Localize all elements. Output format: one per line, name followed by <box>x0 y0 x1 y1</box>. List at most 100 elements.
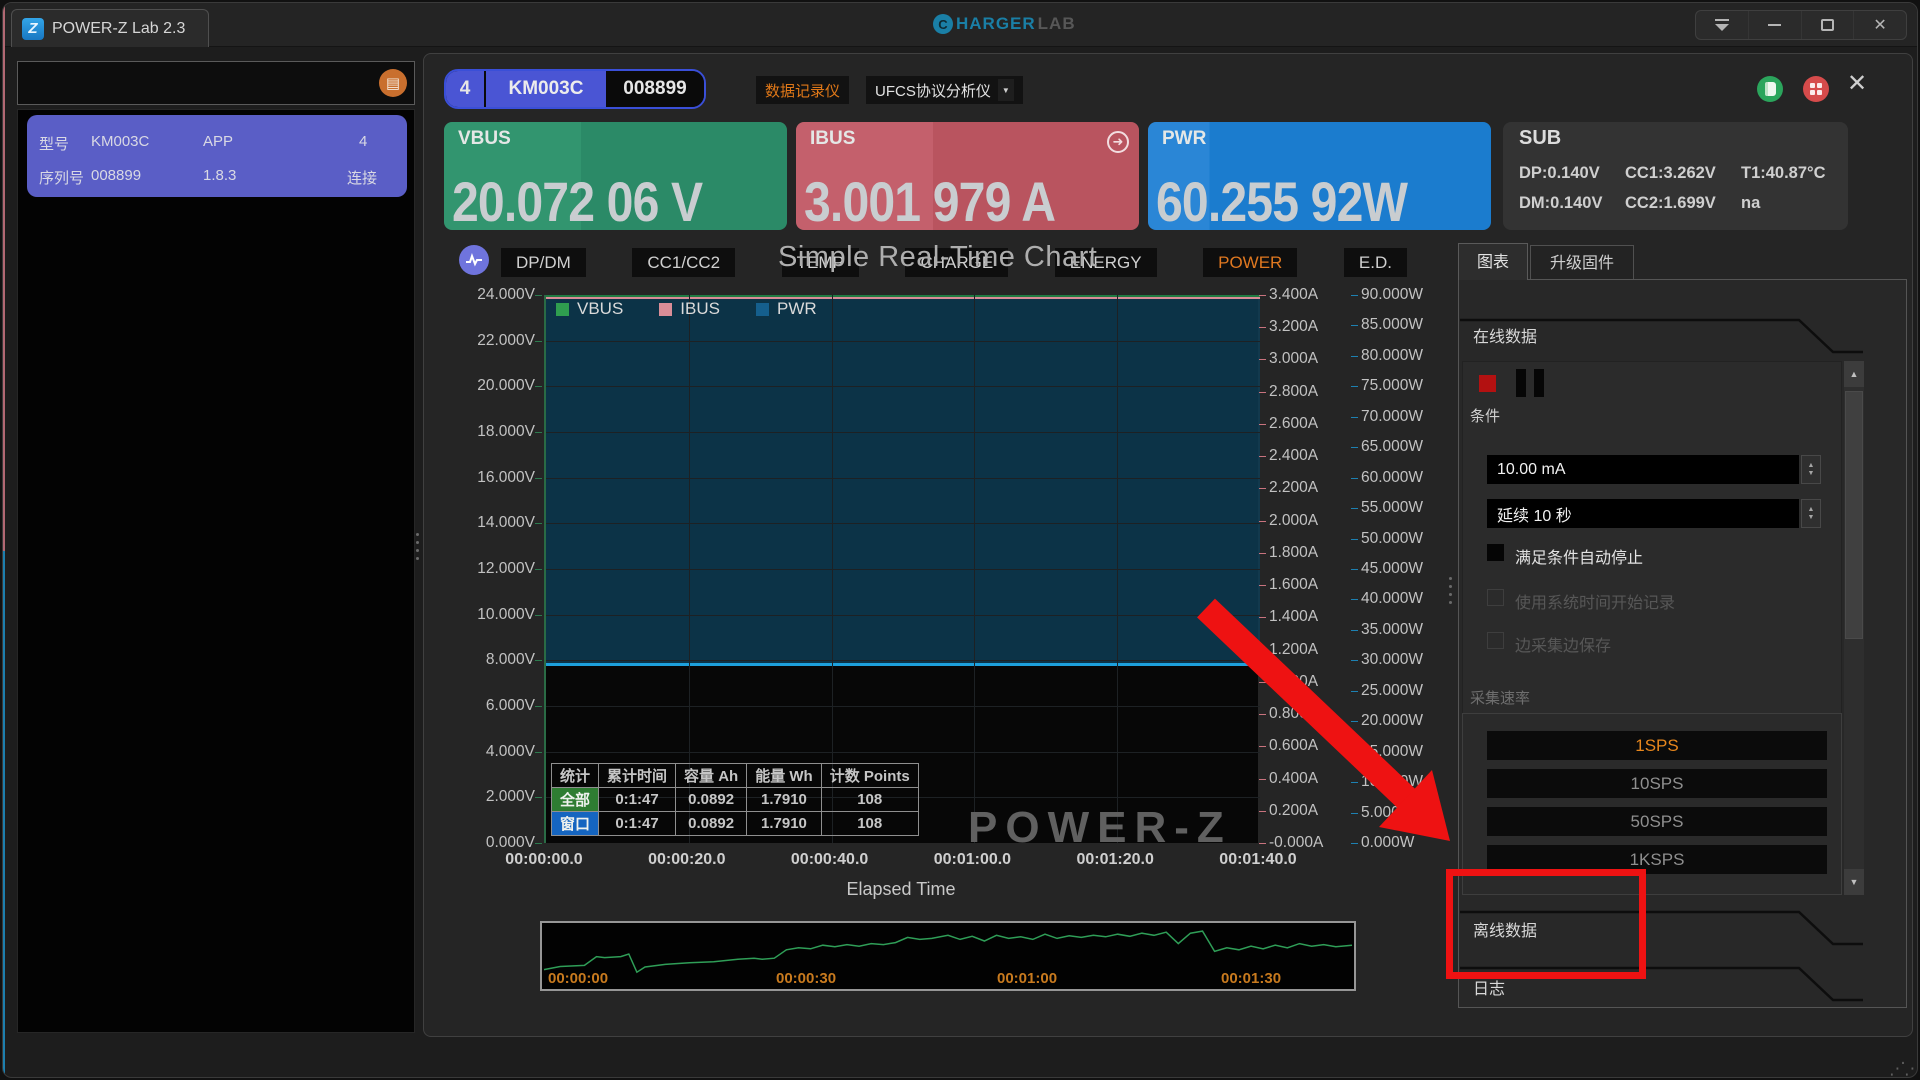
rate-button-1ksps[interactable]: 1KSPS <box>1487 845 1827 874</box>
log-section-header[interactable]: 日志 <box>1473 981 1506 998</box>
legend-label: IBUS <box>680 299 720 318</box>
ufcs-analyzer-dropdown[interactable]: UFCS协议分析仪 ▼ <box>866 76 1023 104</box>
chart-tab-energy[interactable]: ENERGY <box>1054 248 1157 277</box>
series-line-ibus <box>546 297 1260 299</box>
chart-tab-charge[interactable]: CHARGE <box>905 248 1009 277</box>
overview-time-label: 00:01:30 <box>1221 970 1282 987</box>
stats-cell: 108 <box>820 787 919 812</box>
scroll-down-button[interactable]: ▼ <box>1844 869 1864 895</box>
layout-grid-button[interactable] <box>1803 76 1829 102</box>
chevron-down-icon <box>1714 24 1729 31</box>
chart-tab-temp[interactable]: TEMP <box>781 248 859 277</box>
gridline-h <box>546 660 1260 662</box>
chart-tab-cc1cc2[interactable]: CC1/CC2 <box>632 248 736 277</box>
window-controls: ✕ <box>1695 10 1907 40</box>
device-list <box>17 109 415 1033</box>
model-label: 型号 <box>39 136 70 153</box>
offline-section-divider <box>1460 910 1863 946</box>
rate-button-1sps[interactable]: 1SPS <box>1487 731 1827 760</box>
right-panel-scrollbar[interactable]: ▲ ▼ <box>1844 361 1864 895</box>
legend-swatch <box>755 302 769 316</box>
ufcs-analyzer-label: UFCS协议分析仪 <box>875 82 991 100</box>
duration-input[interactable] <box>1487 499 1799 528</box>
current-threshold-input[interactable] <box>1487 455 1799 484</box>
stats-cell: 108 <box>820 811 919 836</box>
ibus-label: IBUS <box>810 128 856 149</box>
power-axis-line <box>3 551 5 1077</box>
sidebar-splitter-handle[interactable] <box>416 533 419 565</box>
stats-row-label: 全部 <box>550 787 600 812</box>
chart-tab-bar: DP/DM CC1/CC2 TEMP CHARGE ENERGY POWER E.D. <box>501 248 1407 277</box>
device-card[interactable]: 型号 KM003C APP 4 序列号 008899 1.8.3 连接 <box>27 115 407 197</box>
checkbox-save-while-sampling[interactable] <box>1487 632 1504 649</box>
stats-header-cell: 容量 Ah <box>675 763 748 788</box>
overview-time-label: 00:01:00 <box>997 970 1058 987</box>
record-stop-button[interactable] <box>1479 375 1496 392</box>
vbus-label: VBUS <box>458 128 511 149</box>
tab-firmware-upgrade[interactable]: 升级固件 <box>1530 245 1634 280</box>
minimize-icon <box>1768 24 1782 26</box>
stats-header-cell: 能量 Wh <box>746 763 822 788</box>
app-mode: APP <box>203 133 234 150</box>
window-menu-button[interactable] <box>1696 11 1748 39</box>
checkbox-auto-stop[interactable] <box>1487 544 1504 561</box>
t1-value: T1:40.87°C <box>1741 164 1826 182</box>
chart-type-button[interactable] <box>459 245 489 275</box>
device-list-view-button[interactable]: ▤ <box>379 69 407 97</box>
panel-splitter-handle[interactable] <box>1449 577 1452 609</box>
resize-grip[interactable]: ⋰⋰ <box>1889 1059 1918 1078</box>
scroll-up-button[interactable]: ▲ <box>1844 361 1864 387</box>
serial-label: 序列号 <box>39 170 85 187</box>
legend-item-vbus: VBUS <box>556 299 623 319</box>
legend-swatch <box>556 302 569 316</box>
stats-cell: 0:1:47 <box>598 811 677 836</box>
chevron-down-icon: ▼ <box>1807 469 1815 477</box>
pause-button[interactable] <box>1534 369 1544 397</box>
legend-swatch <box>659 302 673 316</box>
stats-cell: 0:1:47 <box>598 787 677 812</box>
sub-label: SUB <box>1519 127 1562 149</box>
checkbox-system-time[interactable] <box>1487 589 1504 606</box>
ibus-value: 3.001 979 A <box>804 170 1056 230</box>
dm-value: DM:0.140V <box>1519 194 1603 212</box>
sidebar-header <box>17 61 415 105</box>
overview-time-label: 00:00:30 <box>776 970 837 987</box>
close-device-panel-button[interactable]: ✕ <box>1847 70 1868 97</box>
current-threshold-stepper[interactable]: ▲ ▼ <box>1801 455 1821 484</box>
gridline-h <box>546 751 1260 753</box>
vbus-value: 20.072 06 V <box>452 170 703 230</box>
device-tab[interactable]: 4 KM003C 008899 <box>444 69 706 109</box>
close-window-button[interactable]: ✕ <box>1853 11 1906 39</box>
stats-cell: 1.7910 <box>746 811 822 836</box>
rate-button-10sps[interactable]: 10SPS <box>1487 769 1827 798</box>
scrollbar-thumb[interactable] <box>1845 391 1863 639</box>
cc2-value: CC2:1.699V <box>1625 194 1716 212</box>
current-direction-icon[interactable]: ➜ <box>1107 131 1129 153</box>
stats-cell: 0.0892 <box>675 811 748 836</box>
stats-row-label: 窗口 <box>550 811 600 836</box>
pause-button[interactable] <box>1516 369 1526 397</box>
offline-data-section-header[interactable]: 离线数据 <box>1473 923 1538 940</box>
chart-tab-ed[interactable]: E.D. <box>1343 248 1407 277</box>
sub-readout-card: SUB DP:0.140V CC1:3.262V T1:40.87°C DM:0… <box>1503 122 1848 230</box>
series-line-vbus <box>546 295 1260 297</box>
minimize-button[interactable] <box>1747 11 1801 39</box>
export-data-button[interactable] <box>1757 76 1783 102</box>
chart-tab-power[interactable]: POWER <box>1203 248 1298 277</box>
chargerlab-logo: C HARGER LAB <box>933 12 1076 36</box>
duration-stepper[interactable]: ▲ ▼ <box>1801 499 1821 528</box>
chart-tab-dpdm[interactable]: DP/DM <box>501 248 586 277</box>
overview-chart[interactable]: 00:00:00 00:00:30 00:01:00 00:01:30 <box>540 921 1356 991</box>
online-data-section-header[interactable]: 在线数据 <box>1473 329 1538 346</box>
window-title: POWER-Z Lab 2.3 <box>52 19 186 37</box>
chart-plot-area[interactable] <box>544 295 1260 843</box>
rate-button-50sps[interactable]: 50SPS <box>1487 807 1827 836</box>
checkbox-label: 使用系统时间开始记录 <box>1515 595 1676 612</box>
data-recorder-button[interactable]: 数据记录仪 <box>756 76 850 104</box>
tab-chart[interactable]: 图表 <box>1458 243 1528 280</box>
pwr-value: 60.255 92W <box>1156 170 1408 230</box>
window-title-tab[interactable]: Z POWER-Z Lab 2.3 <box>11 9 209 47</box>
maximize-button[interactable] <box>1800 11 1854 39</box>
